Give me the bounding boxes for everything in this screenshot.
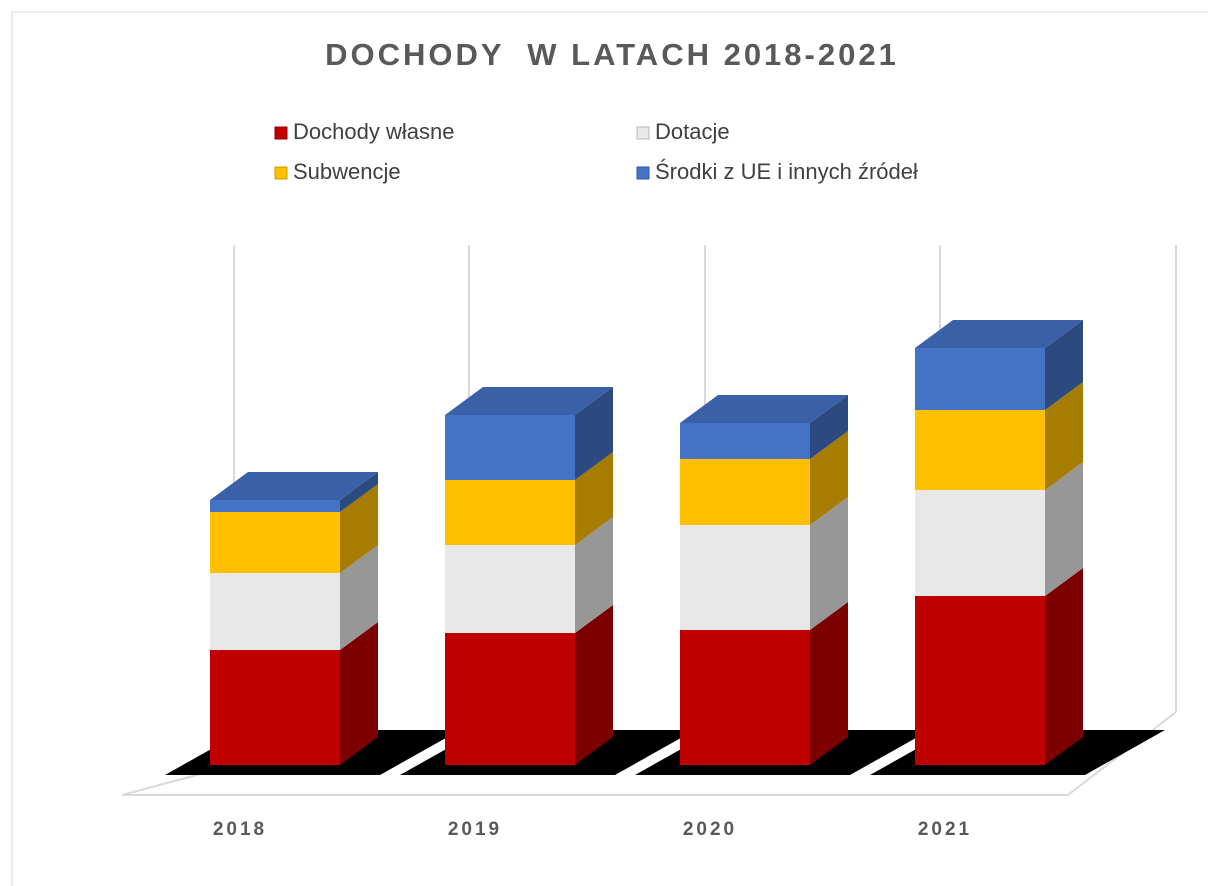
bar-side <box>810 602 848 765</box>
legend-swatch <box>636 166 650 180</box>
bar <box>915 410 1045 490</box>
x-tick-label: 2021 <box>918 819 972 840</box>
legend-swatch <box>274 126 288 140</box>
legend-swatch <box>636 126 650 140</box>
bar-side <box>1045 320 1083 410</box>
legend-label: Środki z UE i innych źródeł <box>655 159 918 184</box>
bar-side <box>1045 382 1083 490</box>
legend-label: Subwencje <box>293 159 401 184</box>
bar <box>915 348 1045 410</box>
legend-label: Dochody własne <box>293 119 454 144</box>
bar <box>445 415 575 480</box>
legend-label: Dotacje <box>655 119 730 144</box>
legend-swatch <box>274 166 288 180</box>
bar <box>445 545 575 633</box>
x-tick-label: 2018 <box>213 819 267 840</box>
bar-side <box>340 472 378 512</box>
bar <box>210 512 340 573</box>
bar-side <box>575 605 613 765</box>
bar <box>445 480 575 545</box>
bar <box>445 633 575 765</box>
bar-top <box>680 395 848 423</box>
bar-side <box>340 545 378 650</box>
bar-side <box>810 431 848 525</box>
bar <box>680 423 810 459</box>
bar-top <box>915 320 1083 348</box>
bar <box>210 500 340 512</box>
bar <box>915 490 1045 596</box>
bar-side <box>340 484 378 573</box>
bar-side <box>575 452 613 545</box>
bar-side <box>1045 568 1083 765</box>
bar-side <box>1045 462 1083 596</box>
bar-top <box>445 387 613 415</box>
bar <box>680 459 810 525</box>
x-tick-label: 2019 <box>448 819 502 840</box>
bar-side <box>810 497 848 630</box>
bar <box>915 596 1045 765</box>
x-tick-label: 2020 <box>683 819 737 840</box>
bar <box>210 650 340 765</box>
bar <box>680 525 810 630</box>
bar <box>210 573 340 650</box>
bar-side <box>340 622 378 765</box>
bar-side <box>810 395 848 459</box>
bar <box>680 630 810 765</box>
chart-title: DOCHODY W LATACH 2018-2021 <box>325 37 899 72</box>
bar-side <box>575 517 613 633</box>
bar-side <box>575 387 613 480</box>
bar-top <box>210 472 378 500</box>
